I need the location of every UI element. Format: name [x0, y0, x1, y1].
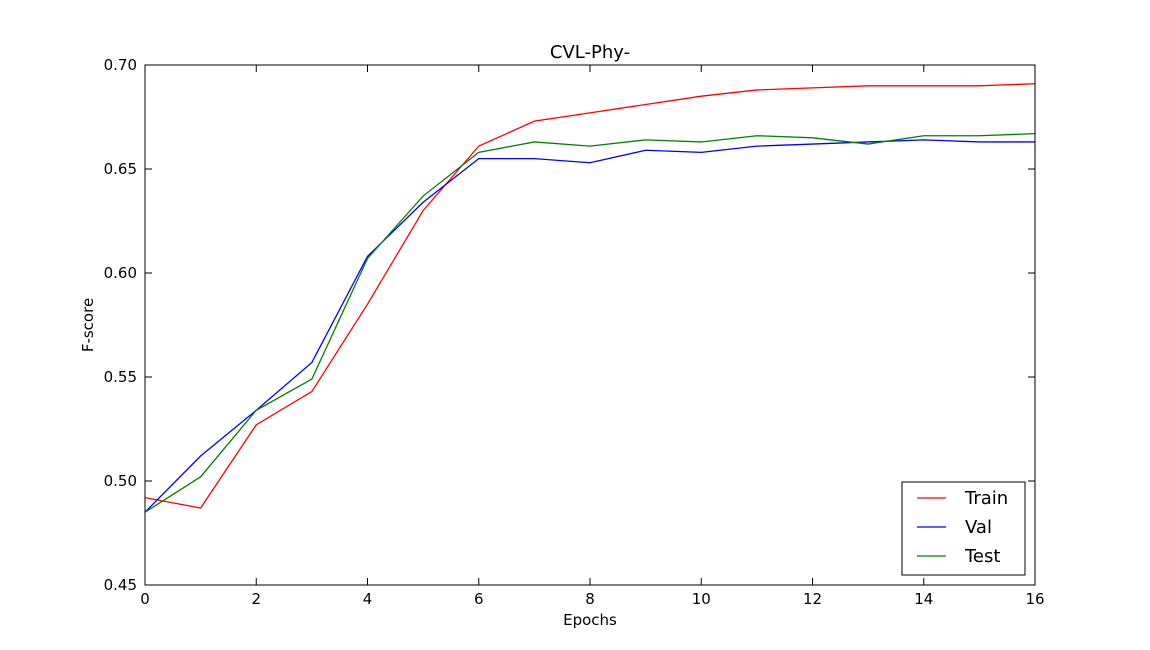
chart-title: CVL-Phy-: [550, 42, 630, 63]
y-tick-label: 0.65: [104, 160, 137, 178]
x-axis-label: Epochs: [563, 611, 617, 629]
y-tick-label: 0.55: [104, 368, 137, 386]
y-tick-label: 0.60: [104, 264, 137, 282]
legend-label-train: Train: [964, 488, 1008, 509]
x-tick-label: 16: [1025, 590, 1044, 608]
legend-label-test: Test: [964, 546, 1000, 567]
x-axis: 0 2 4 6 8 10 12 14 16: [140, 65, 1045, 608]
legend-label-val: Val: [965, 517, 992, 538]
legend: Train Val Test: [901, 481, 1026, 576]
x-tick-label: 12: [803, 590, 822, 608]
series-line-val: [144, 139, 1035, 513]
y-axis: 0.45 0.50 0.55 0.60 0.65 0.70: [104, 56, 1035, 594]
x-tick-label: 0: [140, 590, 150, 608]
y-tick-label: 0.70: [104, 56, 137, 74]
x-tick-label: 14: [914, 590, 933, 608]
x-tick-label: 8: [585, 590, 595, 608]
x-tick-label: 10: [692, 590, 711, 608]
y-tick-label: 0.45: [104, 576, 137, 594]
x-tick-label: 6: [474, 590, 484, 608]
x-tick-label: 4: [363, 590, 373, 608]
series-line-test: [144, 132, 1036, 513]
series-layer: [144, 83, 1036, 513]
y-axis-label: F-score: [79, 298, 97, 352]
series-line-train: [144, 83, 1036, 509]
x-tick-label: 2: [251, 590, 261, 608]
y-tick-label: 0.50: [104, 472, 137, 490]
